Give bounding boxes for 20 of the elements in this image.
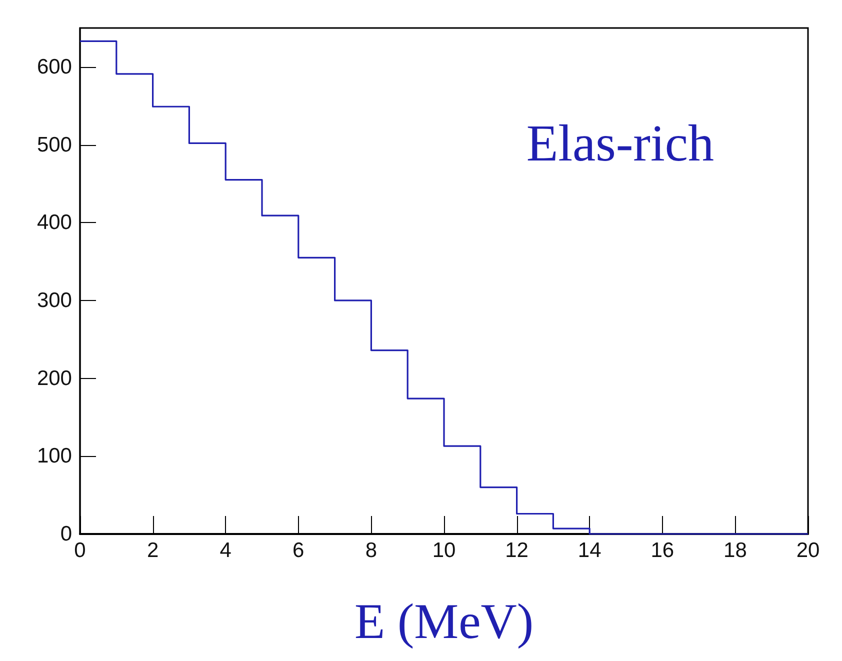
y-tick-label: 400 — [36, 211, 72, 234]
x-tick-label: 2 — [146, 539, 159, 562]
x-tick-label: 20 — [796, 539, 820, 562]
x-axis-title: E (MeV) — [354, 593, 534, 649]
x-tick-label: 12 — [505, 539, 528, 562]
y-tick-label: 300 — [36, 288, 72, 312]
x-tick-label: 10 — [432, 539, 456, 562]
x-tick-label: 8 — [365, 539, 378, 562]
x-tick-label: 16 — [650, 539, 674, 562]
x-tick-label: 18 — [724, 539, 747, 562]
y-tick-label: 500 — [36, 133, 72, 156]
x-tick-label: 4 — [220, 539, 232, 562]
x-tick-label: 0 — [74, 539, 86, 562]
y-tick-label: 600 — [36, 55, 72, 78]
y-tick-label: 200 — [36, 366, 72, 390]
y-tick-label: 0 — [60, 522, 72, 546]
x-tick-label: 6 — [292, 539, 304, 562]
x-tick-label: 14 — [578, 539, 602, 562]
annotation: Elas-rich — [526, 116, 714, 172]
y-tick-label: 100 — [36, 444, 72, 468]
